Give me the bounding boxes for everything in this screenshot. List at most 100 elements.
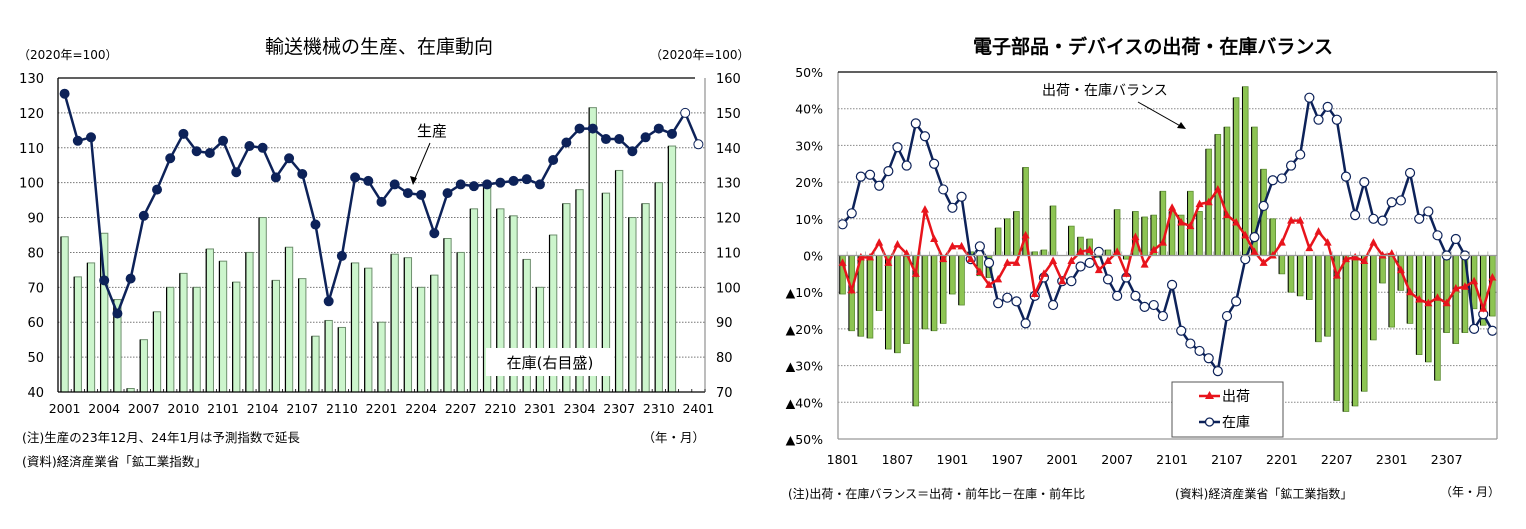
left-chart-right-ticks: 70 80 90 100 110 120 130 140 150 160 — [716, 72, 741, 401]
inventory-bar — [628, 217, 637, 393]
inventory-point — [1469, 323, 1480, 334]
inventory-point — [1047, 299, 1059, 311]
shipment-point — [994, 274, 1003, 283]
inventory-bar — [430, 274, 439, 393]
balance-bar — [1342, 255, 1350, 412]
production-annotation: 生産 — [417, 122, 447, 140]
production-point — [574, 123, 585, 134]
inventory-point — [1377, 215, 1388, 226]
x-tick-label: 1801 — [827, 452, 859, 467]
balance-bar — [994, 227, 1002, 256]
inventory-point — [910, 118, 921, 129]
y-tick-label-left: 100 — [19, 177, 44, 192]
y-tick-label-right: 160 — [716, 72, 741, 87]
shipment-point — [1076, 247, 1085, 255]
shipment-point — [1140, 260, 1149, 268]
x-tick-label: 2307 — [603, 401, 635, 416]
inventory-point — [1102, 274, 1114, 285]
x-tick-label: 2310 — [643, 401, 675, 416]
balance-annotation: 出荷・在庫バランス — [1042, 82, 1168, 99]
inventory-point — [883, 165, 894, 177]
x-tick-label: 2007 — [128, 401, 160, 416]
y-tick-label-left: 60 — [27, 316, 44, 331]
inventory-point — [1075, 261, 1086, 272]
y-tick-label-left: 120 — [19, 107, 44, 122]
legend-circle-icon — [1204, 417, 1215, 427]
balance-bar — [1379, 255, 1386, 284]
balance-bar — [1013, 211, 1020, 256]
shipment-point — [1168, 203, 1177, 211]
production-point — [99, 275, 110, 286]
balance-bar — [1232, 97, 1240, 256]
inventory-annotation: 在庫(右目盛) — [507, 354, 594, 372]
inventory-label-bg — [486, 348, 614, 376]
production-point — [561, 137, 572, 148]
shipment-point — [1177, 217, 1186, 226]
right-chart-note: (注)出荷・在庫バランス＝出荷・前年比－在庫・前年比 — [788, 486, 1085, 501]
production-point — [152, 184, 163, 195]
shipment-point — [1341, 254, 1350, 263]
shipment-point — [948, 241, 957, 250]
inventory-point — [929, 158, 940, 169]
shipment-point — [957, 241, 966, 250]
inventory-point — [1285, 160, 1297, 171]
y-tick-label: ▲30% — [786, 359, 824, 374]
balance-bar — [912, 255, 920, 407]
x-tick-label: 1807 — [882, 452, 914, 467]
shipment-point — [902, 249, 911, 257]
inventory-point — [1487, 325, 1498, 336]
shipment-point — [1378, 251, 1387, 259]
inventory-bar — [245, 251, 254, 393]
inventory-bar — [60, 236, 69, 393]
shipment-point — [1396, 265, 1405, 274]
x-tick-label: 2207 — [1321, 452, 1353, 467]
x-tick-label: 2007 — [1101, 452, 1133, 467]
y-tick-label-right: 80 — [716, 351, 733, 366]
production-point — [548, 154, 559, 165]
production-point — [270, 172, 281, 183]
x-tick-label: 2110 — [326, 401, 358, 416]
inventory-point — [1340, 171, 1352, 182]
legend-triangle-icon — [1205, 391, 1214, 399]
shipment-point — [1104, 256, 1113, 265]
y-tick-label: 20% — [795, 175, 823, 190]
balance-bar — [1434, 255, 1441, 381]
right-chart-legend: 出荷 在庫 — [1171, 381, 1284, 438]
shipment-point — [1259, 258, 1268, 266]
inventory-line — [841, 93, 1494, 375]
shipment-point — [920, 205, 929, 213]
y-tick-label-left: 110 — [19, 142, 44, 157]
shipment-point — [875, 238, 884, 246]
balance-bar — [1306, 255, 1313, 300]
shipment-point — [1369, 238, 1378, 246]
production-point — [178, 128, 189, 139]
inventory-point — [1240, 254, 1251, 265]
shipment-point — [1030, 289, 1039, 298]
inventory-bar — [403, 257, 413, 393]
x-tick-label: 2301 — [524, 401, 556, 416]
balance-bar — [903, 255, 910, 344]
x-tick-label: 1907 — [991, 452, 1023, 467]
inventory-point — [983, 257, 995, 268]
x-tick-label: 2304 — [564, 401, 596, 416]
inventory-point — [1176, 325, 1187, 336]
balance-bar — [1159, 190, 1167, 256]
production-point — [495, 177, 506, 188]
shipment-point — [1067, 256, 1076, 265]
inventory-bar — [166, 286, 175, 393]
left-axis-unit: （2020年=100） — [18, 48, 118, 62]
shipment-point — [838, 258, 847, 266]
shipment-point — [1268, 251, 1277, 259]
y-tick-label: ▲40% — [786, 395, 824, 410]
inventory-point — [1011, 296, 1022, 307]
y-tick-label-right: 150 — [716, 107, 741, 122]
shipment-point — [1287, 216, 1296, 224]
shipment-point — [939, 254, 948, 263]
shipment-point — [1451, 284, 1460, 292]
x-tick-label: 2101 — [1156, 452, 1188, 467]
y-tick-label-left: 70 — [27, 281, 44, 296]
balance-arrow-head — [1177, 122, 1186, 129]
inventory-bar — [271, 279, 280, 393]
production-point — [125, 273, 136, 284]
inventory-bar — [192, 286, 201, 393]
